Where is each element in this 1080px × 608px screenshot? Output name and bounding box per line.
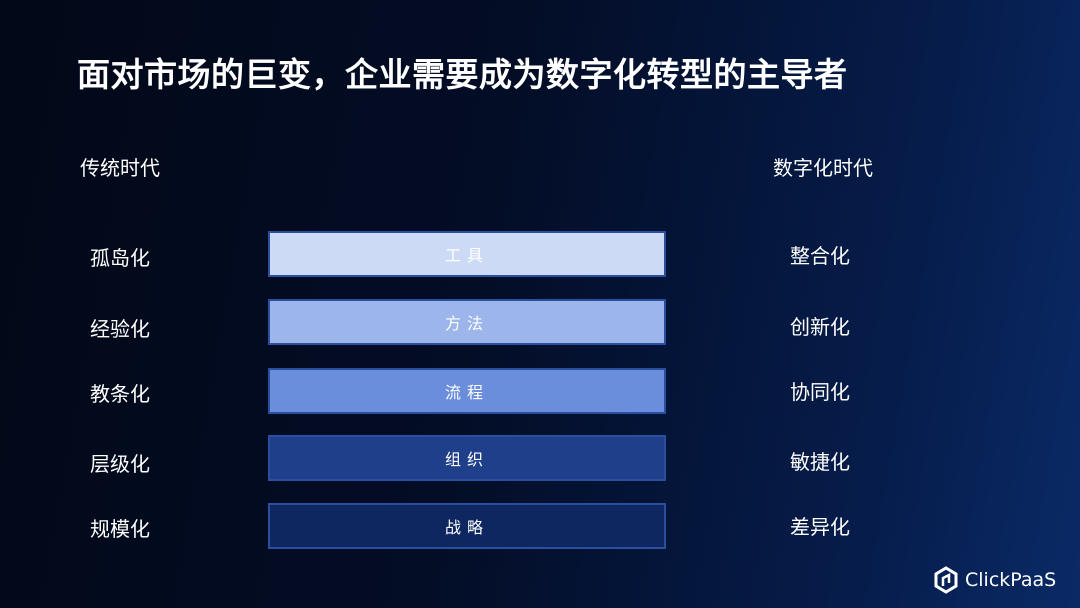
digital-trait: 敏捷化	[790, 450, 850, 474]
capability-bar: 战略	[268, 503, 666, 549]
traditional-trait: 经验化	[90, 317, 150, 341]
clickpaas-hexagon-icon	[934, 566, 958, 594]
digital-trait: 协同化	[790, 380, 850, 404]
brand-logo: ClickPaaS	[933, 566, 1056, 594]
right-column-header: 数字化时代	[773, 156, 873, 180]
capability-bar: 方法	[268, 299, 666, 345]
capability-bar: 流程	[268, 368, 666, 414]
page-title: 面对市场的巨变，企业需要成为数字化转型的主导者	[77, 55, 848, 94]
digital-trait: 差异化	[790, 515, 850, 539]
logo-text: ClickPaaS	[965, 569, 1057, 591]
traditional-trait: 教条化	[90, 382, 150, 406]
digital-trait: 创新化	[790, 315, 850, 339]
traditional-trait: 层级化	[90, 452, 150, 476]
traditional-trait: 规模化	[90, 517, 150, 541]
digital-trait: 整合化	[790, 244, 850, 268]
capability-bar: 工具	[268, 231, 666, 277]
traditional-trait: 孤岛化	[90, 246, 150, 270]
capability-bar: 组织	[268, 435, 666, 481]
left-column-header: 传统时代	[80, 156, 160, 180]
